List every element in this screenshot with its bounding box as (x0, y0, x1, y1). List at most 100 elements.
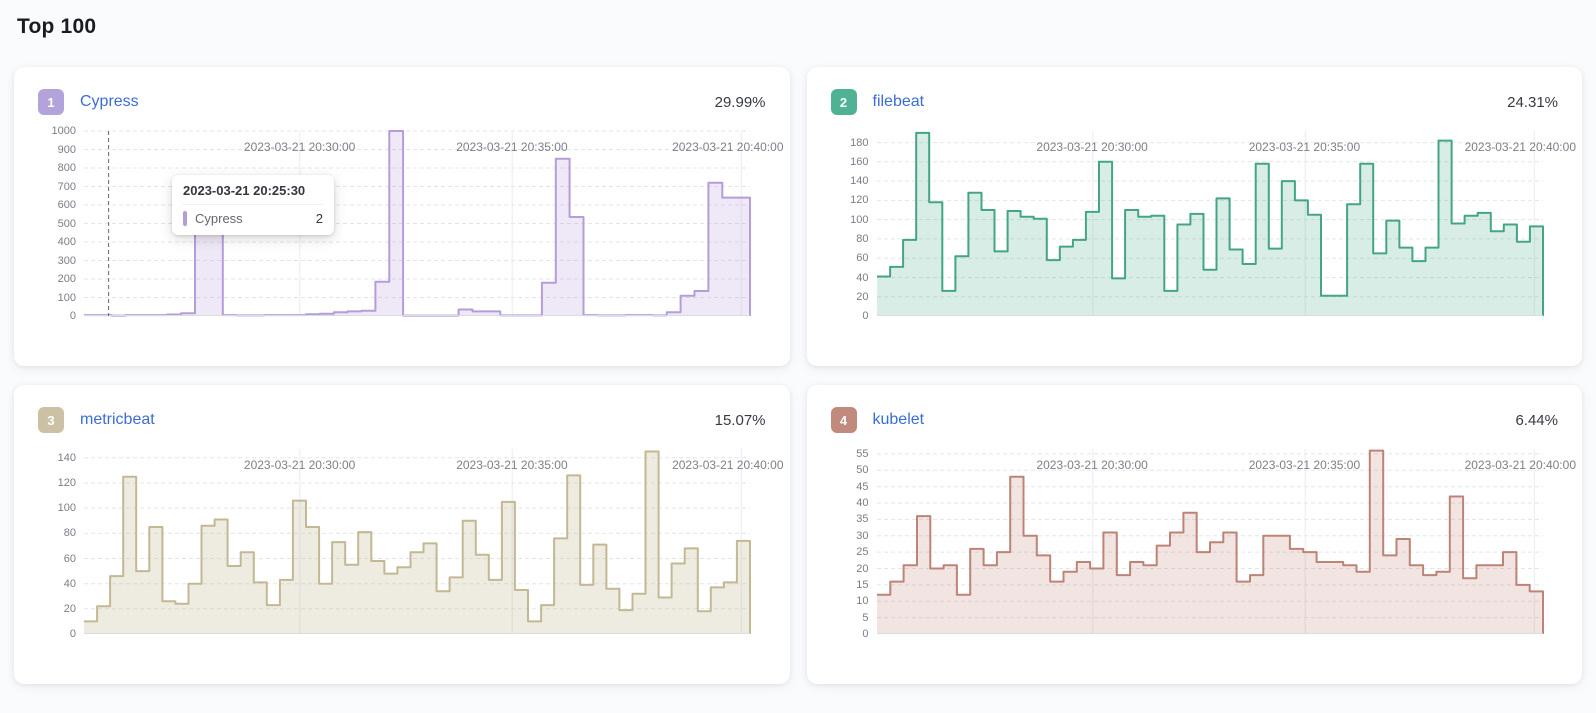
chart-area: 0 20 40 60 80 100 120 140 160 180 2023-03-21 20:3… (831, 131, 1576, 322)
y-axis: 0 5 10 15 20 25 30 35 40 45 50 55 (831, 447, 877, 640)
card-header: 2 filebeat 24.31% (830, 89, 1558, 115)
y-tick-label: 50 (856, 464, 869, 477)
y-tick-label: 40 (856, 271, 869, 284)
series-name-link[interactable]: metricbeat (80, 411, 155, 428)
x-axis-label: 2023-03-21 20:40:00 (1464, 140, 1576, 154)
y-tick-label: 20 (856, 562, 869, 575)
y-axis: 0 100 200 300 400 500 600 700 800 900 1000 (38, 125, 84, 322)
y-tick-label: 100 (57, 291, 76, 304)
y-tick-label: 100 (57, 502, 76, 515)
x-axis: 2023-03-21 20:30:00 2023-03-21 20:35:00 20… (84, 453, 784, 475)
y-axis: 0 20 40 60 80 100 120 140 (38, 449, 84, 640)
y-tick-label: 0 (862, 628, 869, 640)
x-axis-label: 2023-03-21 20:30:00 (1036, 458, 1148, 472)
y-tick-label: 40 (63, 577, 76, 590)
chart-area: 0 20 40 60 80 100 120 140 2023-03-21 20:30:00 20… (38, 449, 784, 640)
plot-area[interactable]: 2023-03-21 20:25:30 Cypress 2 2023-03-21… (84, 130, 784, 317)
x-axis: 2023-03-21 20:30:00 2023-03-21 20:35:00 20… (84, 135, 784, 157)
y-tick-label: 700 (57, 180, 76, 193)
y-tick-label: 80 (63, 527, 76, 540)
chart-area: 0 5 10 15 20 25 30 35 40 45 50 55 2023-03-21 20:30:… (831, 447, 1576, 640)
plot-area[interactable]: 2023-03-21 20:30:00 2023-03-21 20:35:00 20… (876, 131, 1576, 316)
y-tick-label: 25 (856, 546, 869, 559)
rank-badge: 3 (38, 407, 64, 433)
x-axis-label: 2023-03-21 20:30:00 (243, 140, 356, 154)
chart-svg (876, 449, 1544, 634)
y-tick-label: 45 (856, 480, 869, 493)
charts-grid: 1 Cypress 29.99% 0 100 200 300 400 500 600 700 8… (14, 67, 1582, 684)
chart-card-filebeat: 2 filebeat 24.31% 0 20 40 60 80 100 120 140 160 1… (806, 67, 1582, 366)
y-tick-label: 35 (856, 513, 869, 526)
y-tick-label: 40 (856, 497, 869, 509)
card-header: 4 kubelet 6.44% (830, 407, 1558, 433)
x-axis: 2023-03-21 20:30:00 2023-03-21 20:35:00 20… (877, 135, 1576, 157)
y-tick-label: 100 (850, 213, 869, 226)
percentage-value: 24.31% (1507, 93, 1558, 111)
chart-svg (84, 449, 751, 634)
series-name-link[interactable]: kubelet (872, 411, 925, 428)
tooltip-series-row: Cypress 2 (183, 211, 323, 226)
y-tick-label: 15 (856, 578, 869, 591)
y-tick-label: 400 (57, 236, 76, 248)
series-name-link[interactable]: Cypress (80, 93, 139, 110)
tooltip-series-name: Cypress (195, 211, 243, 226)
y-tick-label: 0 (862, 310, 869, 322)
plot-area[interactable]: 2023-03-21 20:30:00 2023-03-21 20:35:00 20… (876, 449, 1576, 634)
y-tick-label: 120 (850, 194, 869, 207)
y-tick-label: 20 (63, 602, 76, 615)
chart-tooltip: 2023-03-21 20:25:30 Cypress 2 (172, 175, 334, 235)
y-tick-label: 55 (856, 447, 869, 460)
rank-badge: 4 (830, 407, 857, 433)
card-header: 1 Cypress 29.99% (38, 89, 766, 115)
series-color-marker (183, 211, 187, 226)
rank-badge: 1 (38, 89, 64, 115)
y-tick-label: 60 (856, 252, 869, 265)
percentage-value: 6.44% (1515, 411, 1558, 429)
y-tick-label: 0 (69, 310, 76, 322)
y-tick-label: 200 (57, 273, 76, 285)
y-tick-label: 0 (69, 628, 76, 640)
y-axis: 0 20 40 60 80 100 120 140 160 180 (831, 131, 877, 322)
y-tick-label: 800 (57, 162, 76, 174)
x-axis-label: 2023-03-21 20:40:00 (1464, 458, 1576, 472)
y-tick-label: 10 (856, 595, 869, 608)
y-tick-label: 900 (57, 143, 76, 156)
y-tick-label: 1000 (51, 125, 76, 137)
y-tick-label: 300 (57, 254, 76, 267)
chart-area: 0 100 200 300 400 500 600 700 800 900 1000 2023-03… (38, 125, 784, 322)
x-axis-label: 2023-03-21 20:35:00 (1248, 458, 1361, 472)
y-tick-label: 180 (850, 136, 869, 149)
x-axis-label: 2023-03-21 20:35:00 (456, 458, 568, 472)
y-tick-label: 600 (57, 199, 76, 211)
y-tick-label: 80 (856, 232, 869, 245)
y-tick-label: 60 (63, 552, 76, 565)
series-name-link[interactable]: filebeat (872, 93, 925, 110)
y-tick-label: 160 (850, 155, 869, 168)
y-tick-label: 120 (57, 477, 76, 489)
rank-badge: 2 (830, 89, 857, 115)
plot-area[interactable]: 2023-03-21 20:30:00 2023-03-21 20:35:00 20… (84, 449, 784, 634)
x-axis-label: 2023-03-21 20:30:00 (1036, 140, 1148, 154)
percentage-value: 29.99% (714, 93, 766, 111)
y-tick-label: 140 (850, 175, 869, 188)
y-tick-label: 500 (57, 217, 76, 230)
chart-card-kubelet: 4 kubelet 6.44% 0 5 10 15 20 25 30 35 40 45 50 55 2… (806, 385, 1582, 684)
y-tick-label: 20 (856, 290, 869, 303)
x-axis-label: 2023-03-21 20:35:00 (1248, 140, 1361, 154)
chart-svg (876, 131, 1544, 316)
x-axis-label: 2023-03-21 20:35:00 (456, 140, 568, 154)
percentage-value: 15.07% (714, 411, 766, 429)
chart-card-metricbeat: 3 metricbeat 15.07% 0 20 40 60 80 100 120 140 2… (14, 385, 790, 684)
x-axis-label: 2023-03-21 20:40:00 (672, 458, 784, 472)
card-header: 3 metricbeat 15.07% (38, 407, 766, 433)
chart-card-cypress: 1 Cypress 29.99% 0 100 200 300 400 500 600 700 8… (14, 67, 790, 366)
y-tick-label: 140 (57, 451, 76, 464)
x-axis: 2023-03-21 20:30:00 2023-03-21 20:35:00 20… (877, 453, 1576, 475)
x-axis-label: 2023-03-21 20:40:00 (672, 140, 784, 154)
page-title: Top 100 (17, 15, 97, 38)
x-axis-label: 2023-03-21 20:30:00 (243, 458, 356, 472)
y-tick-label: 30 (856, 529, 869, 542)
tooltip-timestamp: 2023-03-21 20:25:30 (183, 183, 323, 205)
y-tick-label: 5 (862, 611, 869, 624)
tooltip-series-value: 2 (315, 211, 323, 226)
